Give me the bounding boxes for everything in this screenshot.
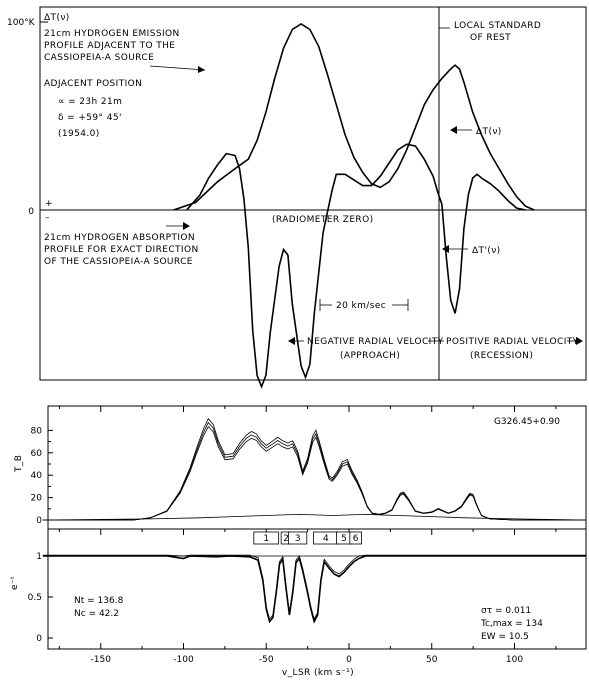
top-frame	[39, 6, 587, 381]
x-tick-label: -50	[259, 655, 274, 665]
emission-pointer	[149, 65, 206, 71]
top-ytick-label-100: 100°K	[7, 18, 36, 28]
negative-velocity-label-line-2: (APPROACH)	[340, 351, 400, 361]
x-axis-label: v_LSR (km s⁻¹)	[282, 668, 354, 678]
emission-label-line-1: 21cm HYDROGEN EMISSION	[44, 29, 180, 39]
stat-nc: Nc = 42.2	[74, 609, 119, 619]
x-tick-label: 100	[506, 655, 523, 665]
absorption-label-line-2: PROFILE FOR EXACT DIRECTION	[44, 245, 199, 255]
tb-axis: 0 20 40 60 80	[31, 426, 53, 526]
x-tick-label: 50	[426, 655, 438, 665]
stat-ew: EW = 10.5	[481, 632, 529, 642]
radiometer-zero-label: (RADIOMETER ZERO)	[272, 215, 373, 225]
stat-sigma: στ = 0.011	[481, 606, 531, 616]
opacity-ytick-label: 0	[36, 634, 42, 644]
top-ylabel: ΔT(ν)	[44, 13, 70, 23]
negative-velocity-annotation: NEGATIVE RADIAL VELOCITY (APPROACH)	[288, 337, 444, 361]
opacity-ytick-label: 1	[36, 552, 42, 562]
negative-velocity-label-line-1: NEGATIVE RADIAL VELOCITY	[307, 337, 444, 347]
absorption-annotation: 21cm HYDROGEN ABSORPTION PROFILE FOR EXA…	[44, 222, 199, 267]
bottom-frame	[47, 405, 587, 650]
velocity-scale-bar: 20 km/sec	[319, 299, 409, 311]
tb-ytick-label: 20	[31, 494, 43, 504]
emission-pointer-arrowhead	[198, 66, 205, 73]
positive-velocity-label-line-2: (RECESSION)	[470, 351, 533, 361]
absorption-curve	[186, 143, 526, 389]
positive-velocity-annotation: POSITIVE RADIAL VELOCITY (RECESSION)	[439, 337, 583, 361]
delta-t-prime-annotation: ΔT'(ν)	[442, 245, 501, 256]
delta-t-prime-label: ΔT'(ν)	[472, 246, 501, 256]
emission-curve	[173, 22, 535, 211]
component-label-3: 3	[295, 534, 301, 544]
component-box-1	[253, 531, 280, 545]
component-label-4: 4	[323, 534, 329, 544]
tb-baseline-curve	[42, 513, 586, 521]
positive-velocity-label-line-1: POSITIVE RADIAL VELOCITY	[446, 337, 579, 347]
scale-bar-label: 20 km/sec	[336, 301, 386, 311]
declination: δ = +59° 45'	[58, 113, 122, 123]
stat-nt: Nt = 136.8	[74, 596, 124, 606]
tb-curve-middle	[42, 421, 586, 521]
position-annotation: ADJACENT POSITION ∝ = 23h 21m δ = +59° 4…	[44, 79, 142, 139]
absorption-pointer-arrowhead	[183, 222, 190, 230]
component-box-6	[349, 531, 362, 545]
positive-velocity-arrowhead	[576, 337, 583, 345]
component-label-6: 6	[353, 534, 359, 544]
tb-curve-upper	[42, 417, 586, 521]
source-label: G326.45+0.90	[494, 417, 560, 427]
delta-t-label: ΔT(ν)	[476, 127, 502, 137]
opacity-curve-envelope	[42, 554, 586, 621]
negative-velocity-arrowhead	[288, 337, 295, 345]
tb-curve-lower	[42, 425, 586, 521]
component-label-1: 1	[263, 534, 269, 544]
tb-ytick-label: 60	[31, 449, 43, 459]
lsr-annotation: LOCAL STANDARD OF REST	[439, 21, 541, 43]
emission-label-line-3: CASSIOPEIA-A SOURCE	[44, 53, 154, 63]
right-ascension: ∝ = 23h 21m	[58, 97, 122, 107]
absorption-label-line-3: OF THE CASSIOPEIA-A SOURCE	[44, 257, 193, 267]
delta-t-prime-arrowhead	[442, 245, 449, 253]
top-ytick-label-0: 0	[28, 207, 34, 217]
opacity-ytick-label: 0.5	[28, 593, 42, 603]
component-label-2: 2	[283, 534, 289, 544]
delta-t-annotation: ΔT(ν)	[450, 126, 502, 137]
stat-tcmax: Tc,max = 134	[480, 619, 543, 629]
absorption-label-line-1: 21cm HYDROGEN ABSORPTION	[44, 233, 195, 243]
x-tick-label: -100	[173, 655, 194, 665]
emission-label-line-2: PROFILE ADJACENT TO THE	[44, 41, 175, 51]
delta-t-arrowhead	[450, 126, 457, 134]
opacity-axis: 00.51	[28, 552, 53, 644]
lsr-label-line-2: OF REST	[470, 33, 511, 43]
tb-ytick-label: 80	[31, 426, 43, 436]
x-tick-label: -150	[91, 655, 112, 665]
component-box-3	[288, 531, 308, 545]
zero-plus-sign: +	[45, 199, 53, 209]
tb-ylabel: T_B	[14, 455, 24, 473]
tb-ytick-label: 40	[31, 471, 43, 481]
zero-minus-sign: –	[45, 213, 50, 223]
component-label-5: 5	[341, 534, 347, 544]
x-tick-label: 0	[346, 655, 352, 665]
opacity-ylabel: e⁻ᵗ	[10, 576, 20, 590]
emission-annotation: 21cm HYDROGEN EMISSION PROFILE ADJACENT …	[44, 29, 206, 73]
velocity-axis: -150 -100 -50 0 50 100	[58, 406, 557, 665]
top-panel: 100°K 0 + – ΔT(ν) 21cm HYDROGEN EMISSION…	[7, 6, 587, 389]
tb-ytick-label: 0	[36, 516, 42, 526]
lsr-label-line-1: LOCAL STANDARD	[454, 21, 541, 31]
epoch: (1954.0)	[58, 129, 100, 139]
position-heading: ADJACENT POSITION	[44, 79, 142, 89]
